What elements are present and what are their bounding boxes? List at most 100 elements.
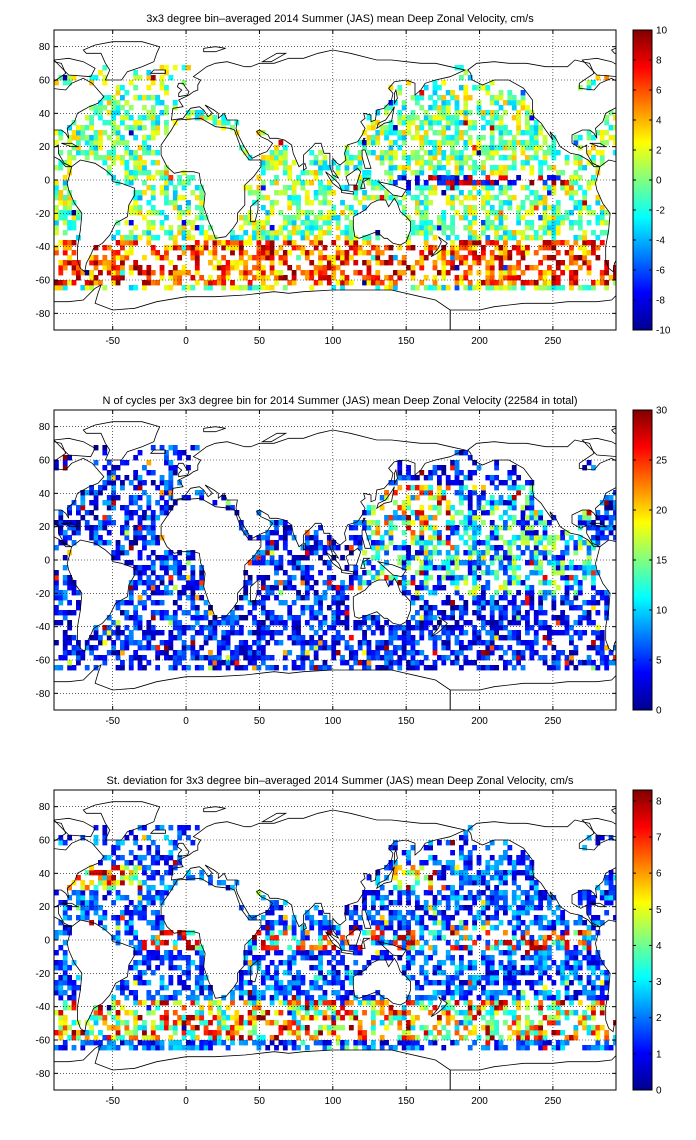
bin-cell: [291, 575, 297, 581]
bin-cell: [498, 595, 504, 601]
bin-cell: [525, 535, 530, 541]
bin-cell: [133, 1025, 139, 1031]
bin-cell: [533, 570, 539, 576]
bin-cell: [335, 595, 341, 601]
bin-cell: [476, 505, 482, 511]
bin-cell: [445, 1030, 451, 1036]
bin-cell: [137, 550, 143, 556]
bin-cell: [111, 500, 117, 506]
bin-cell: [225, 630, 231, 636]
coastline: [250, 579, 259, 603]
bin-cell: [388, 160, 394, 166]
bin-cell: [318, 280, 323, 286]
bin-cell: [503, 550, 508, 556]
bin-cell: [507, 575, 513, 581]
y-tick-label: 40: [39, 109, 51, 120]
bin-cell: [137, 155, 143, 161]
bin-cell: [291, 215, 297, 221]
bin-cell: [120, 240, 125, 246]
bin-cell: [573, 240, 579, 246]
coastline: [345, 547, 362, 566]
bin-cell: [150, 120, 156, 126]
bin-cell: [582, 165, 588, 171]
bin-cell: [142, 160, 147, 166]
bin-cell: [164, 645, 169, 651]
bin-cell: [67, 665, 73, 671]
bin-cell: [547, 255, 552, 261]
bin-cell: [186, 580, 191, 586]
bin-cell: [410, 285, 416, 291]
bin-cell: [577, 660, 583, 666]
bin-cell: [76, 130, 81, 136]
bin-cell: [313, 650, 319, 656]
bin-cell: [313, 655, 319, 661]
bin-cell: [441, 150, 447, 156]
bin-cell: [216, 1040, 222, 1046]
bin-cell: [577, 535, 583, 541]
bin-cell: [423, 550, 429, 556]
bin-cell: [208, 650, 213, 656]
bin-cell: [150, 190, 156, 196]
bin-cell: [366, 560, 372, 566]
bin-cell: [560, 1045, 566, 1051]
bin-cell: [525, 585, 530, 591]
bin-cell: [582, 630, 588, 636]
bin-cell: [533, 230, 539, 236]
bin-cell: [168, 245, 174, 251]
bin-cell: [216, 275, 222, 281]
bin-cell: [256, 195, 262, 201]
bin-cell: [76, 140, 81, 146]
bin-cell: [489, 650, 495, 656]
bin-cell: [322, 640, 328, 646]
bin-cell: [467, 470, 473, 476]
bin-cell: [260, 620, 266, 626]
bin-cell: [379, 125, 385, 131]
bin-cell: [252, 285, 257, 291]
bin-cell: [221, 245, 227, 251]
bin-cell: [67, 200, 73, 206]
bin-cell: [247, 190, 253, 196]
bin-cell: [511, 605, 517, 611]
bin-cell: [370, 125, 376, 131]
bin-cell: [282, 260, 288, 266]
bin-cell: [128, 600, 134, 606]
bin-cell: [463, 655, 469, 661]
bin-cell: [322, 560, 328, 566]
bin-cell: [111, 255, 117, 261]
bin-cell: [525, 280, 530, 286]
bin-cell: [98, 1040, 103, 1046]
bin-cell: [511, 555, 517, 561]
bin-cell: [604, 230, 610, 236]
bin-cell: [454, 450, 460, 456]
bin-cell: [181, 450, 187, 456]
bin-cell: [58, 165, 64, 171]
bin-cell: [463, 580, 469, 586]
bin-cell: [93, 260, 99, 266]
bin-cell: [392, 195, 398, 201]
bin-cell: [238, 285, 244, 291]
bin-cell: [159, 650, 165, 656]
bin-cell: [454, 180, 460, 186]
bin-cell: [146, 625, 152, 631]
bin-cell: [467, 525, 473, 531]
bin-cell: [392, 645, 398, 651]
bin-cell: [120, 85, 125, 91]
bin-cell: [538, 225, 544, 231]
bin-cell: [67, 205, 73, 211]
bin-cell: [591, 280, 596, 286]
bin-cell: [507, 485, 513, 491]
bin-cell: [613, 510, 616, 516]
bin-cell: [423, 555, 429, 561]
bin-cell: [186, 245, 191, 251]
bin-cell: [375, 540, 381, 546]
bin-cell: [591, 525, 596, 531]
bin-cell: [133, 1035, 139, 1041]
bin-cell: [511, 265, 517, 271]
bin-cell: [498, 480, 504, 486]
bin-cell: [291, 585, 297, 591]
bin-cell: [194, 1045, 200, 1051]
bin-cell: [428, 285, 433, 291]
bin-cell: [120, 640, 125, 646]
bin-cell: [146, 620, 152, 626]
bin-cell: [397, 1040, 403, 1046]
